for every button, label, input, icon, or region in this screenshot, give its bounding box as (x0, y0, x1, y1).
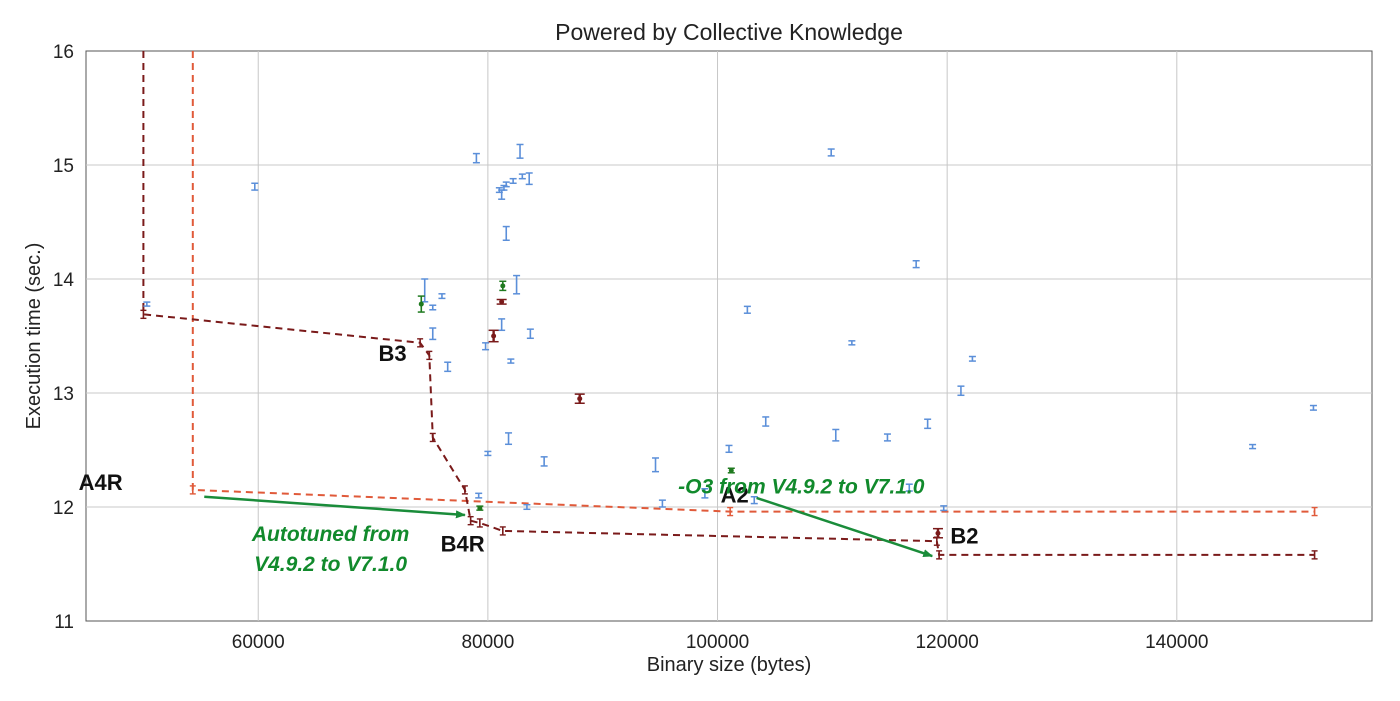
annotation-arrow (204, 495, 466, 519)
pareto-orange-line (191, 51, 1315, 513)
plot-area (85, 50, 1373, 622)
scatter-darkred-marker (491, 333, 497, 339)
tick-labels: 60000 80000 100000 120000 140000 11 12 13 14 15 16 (53, 42, 1209, 653)
label-b4r: B4R (441, 532, 485, 557)
note-autotuned-line1: Autotuned from (251, 523, 409, 546)
scatter-darkred-marker (577, 396, 583, 402)
label-a2: A2 (721, 482, 749, 507)
x-tick-label: 80000 (461, 632, 514, 653)
scatter-green-marker (418, 301, 424, 307)
x-tick-label: 60000 (232, 632, 285, 653)
label-b3: B3 (379, 341, 407, 366)
note-autotuned-line2: V4.9.2 to V7.1.0 (254, 553, 407, 576)
annotation-arrows (204, 495, 934, 558)
scatter-darkred-marker (935, 530, 941, 536)
chart-title: Powered by Collective Knowledge (555, 19, 903, 45)
y-tick-label: 14 (53, 270, 75, 291)
x-tick-label: 120000 (915, 632, 978, 653)
data-points (143, 143, 1317, 539)
x-axis-title: Binary size (bytes) (647, 654, 812, 676)
y-tick-label: 12 (53, 498, 74, 519)
y-tick-label: 15 (53, 156, 74, 177)
label-b2: B2 (950, 524, 978, 549)
label-a4r: A4R (79, 470, 123, 495)
y-tick-label: 13 (53, 384, 74, 405)
y-axis-title: Execution time (sec.) (23, 243, 45, 430)
y-tick-label: 16 (53, 42, 74, 63)
pareto-lines (140, 51, 1318, 560)
note-o3: -O3 from V4.9.2 to V7.1.0 (678, 475, 925, 498)
x-tick-label: 100000 (686, 632, 749, 653)
scatter-green-marker (728, 468, 734, 474)
x-tick-label: 140000 (1145, 632, 1208, 653)
scatter-green-marker (477, 505, 483, 511)
scatter-green-marker (500, 283, 506, 289)
y-tick-label: 11 (54, 612, 74, 633)
annotation-arrow (756, 496, 934, 558)
scatter-darkred-marker (499, 299, 505, 305)
